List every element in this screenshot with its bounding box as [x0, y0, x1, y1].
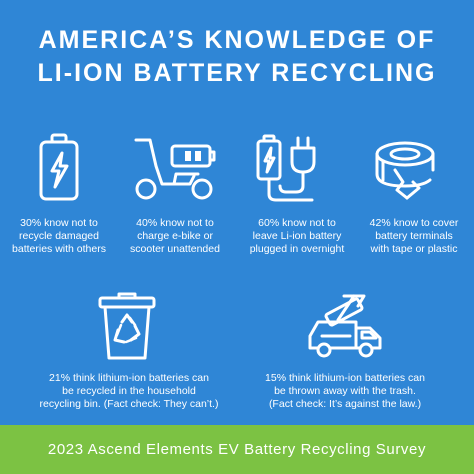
stat-text: 15% think lithium-ion batteries can — [265, 372, 425, 384]
stat-text: (Fact check: It’s against the law.) — [268, 398, 422, 410]
stat-damaged-batteries: 30% know not to recycle damaged batterie… — [2, 217, 116, 256]
stat-trash-disposal: 15% think lithium-ion batteries can be t… — [238, 372, 452, 411]
stat-cover-terminals: 42% know to cover battery terminals with… — [356, 217, 472, 256]
stat-plugged-overnight: 60% know not to leave Li-ion battery plu… — [238, 217, 356, 256]
stat-text: 40% know not to — [136, 217, 214, 229]
stat-text: be recycled in the household — [62, 385, 196, 397]
battery-icon — [37, 133, 81, 201]
recycling-bin-icon — [97, 292, 157, 362]
stat-text: scooter unattended — [130, 243, 220, 255]
stat-text: leave Li-ion battery — [252, 230, 342, 242]
stat-text: charge e-bike or — [137, 230, 213, 242]
stat-text: 42% know to cover — [369, 217, 459, 229]
stat-text: be thrown away with the trash. — [274, 385, 416, 397]
stat-text: with tape or plastic — [370, 243, 458, 255]
garbage-truck-icon — [300, 292, 390, 362]
stat-text: plugged in overnight — [249, 243, 345, 255]
stat-text: battery terminals — [375, 230, 453, 242]
stat-text: 30% know not to — [20, 217, 98, 229]
stat-text: 60% know not to — [258, 217, 336, 229]
e-scooter-icon — [132, 136, 218, 204]
stat-text: batteries with others — [12, 243, 106, 255]
stat-text: recycling bin. (Fact check: They can’t.) — [39, 398, 219, 410]
footer-text: 2023 Ascend Elements EV Battery Recyclin… — [47, 441, 427, 458]
stat-text: 21% think lithium-ion batteries can — [49, 372, 209, 384]
stat-text: recycle damaged — [19, 230, 99, 242]
tape-roll-icon — [373, 140, 443, 202]
stat-unattended-charging: 40% know not to charge e-bike or scooter… — [116, 217, 234, 256]
battery-plug-icon — [256, 134, 336, 204]
page-title: AMERICA’S KNOWLEDGE OF LI-ION BATTERY RE… — [0, 24, 474, 90]
title-line-1: AMERICA’S KNOWLEDGE OF — [38, 26, 436, 54]
title-line-2: LI-ION BATTERY RECYCLING — [37, 59, 437, 87]
footer-banner: 2023 Ascend Elements EV Battery Recyclin… — [0, 425, 474, 474]
stat-household-recycling: 21% think lithium-ion batteries can be r… — [22, 372, 236, 411]
